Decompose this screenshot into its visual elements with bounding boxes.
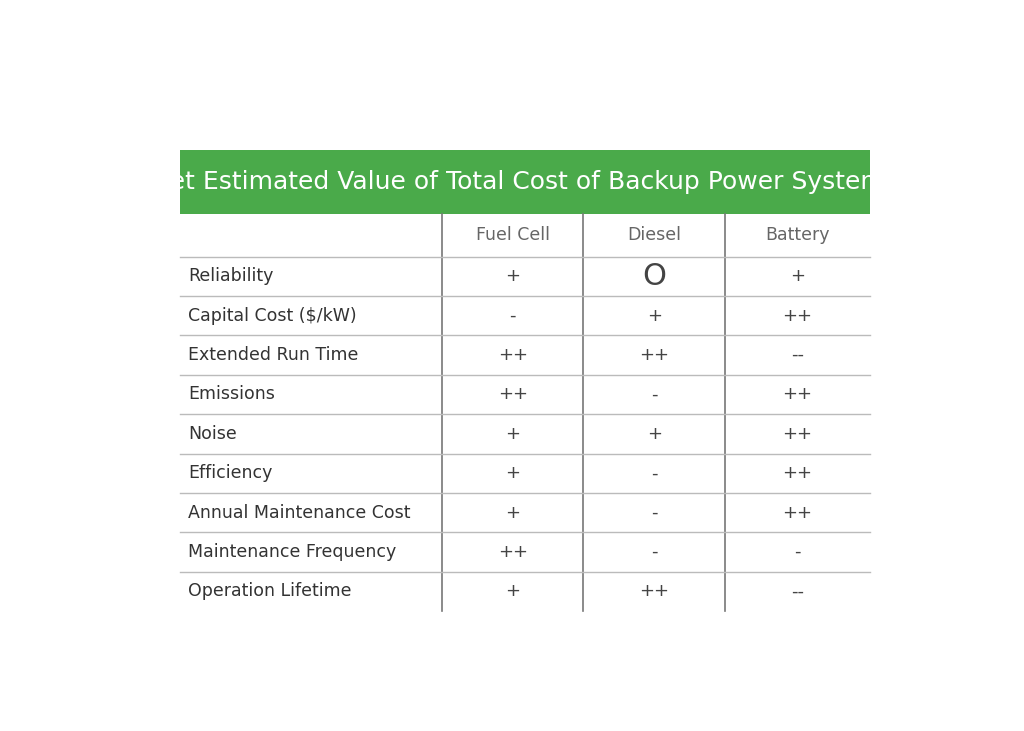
Text: +: +	[505, 425, 520, 443]
Text: -: -	[651, 504, 657, 522]
Text: -: -	[795, 543, 801, 561]
Text: -: -	[651, 464, 657, 482]
Text: +: +	[505, 464, 520, 482]
Text: ++: ++	[639, 583, 670, 600]
Text: Reliability: Reliability	[187, 268, 273, 285]
Text: --: --	[791, 583, 804, 600]
Text: O: O	[642, 262, 667, 291]
Text: ++: ++	[782, 464, 812, 482]
Text: Emissions: Emissions	[187, 385, 274, 404]
Text: Net Estimated Value of Total Cost of Backup Power Systems: Net Estimated Value of Total Cost of Bac…	[152, 170, 898, 194]
Text: +: +	[791, 268, 805, 285]
Text: ++: ++	[782, 425, 812, 443]
Bar	[179, 150, 870, 214]
Text: ++: ++	[498, 385, 527, 404]
Text: +: +	[647, 307, 662, 325]
Text: ++: ++	[639, 346, 670, 364]
Text: +: +	[505, 583, 520, 600]
Text: Diesel: Diesel	[628, 227, 681, 244]
Text: ++: ++	[782, 385, 812, 404]
Text: ++: ++	[782, 307, 812, 325]
Text: Annual Maintenance Cost: Annual Maintenance Cost	[187, 504, 411, 522]
Text: ++: ++	[498, 346, 527, 364]
Text: Efficiency: Efficiency	[187, 464, 272, 482]
Text: Fuel Cell: Fuel Cell	[476, 227, 550, 244]
Text: Battery: Battery	[765, 227, 829, 244]
Text: +: +	[647, 425, 662, 443]
Text: ++: ++	[498, 543, 527, 561]
Text: -: -	[651, 385, 657, 404]
Text: Noise: Noise	[187, 425, 237, 443]
Text: -: -	[651, 543, 657, 561]
Text: -: -	[510, 307, 516, 325]
Text: Maintenance Frequency: Maintenance Frequency	[187, 543, 396, 561]
Text: ++: ++	[782, 504, 812, 522]
Text: +: +	[505, 504, 520, 522]
Text: Extended Run Time: Extended Run Time	[187, 346, 358, 364]
Text: --: --	[791, 346, 804, 364]
Text: Capital Cost ($/kW): Capital Cost ($/kW)	[187, 307, 356, 325]
Bar	[179, 214, 870, 611]
Text: +: +	[505, 268, 520, 285]
Text: Operation Lifetime: Operation Lifetime	[187, 583, 351, 600]
